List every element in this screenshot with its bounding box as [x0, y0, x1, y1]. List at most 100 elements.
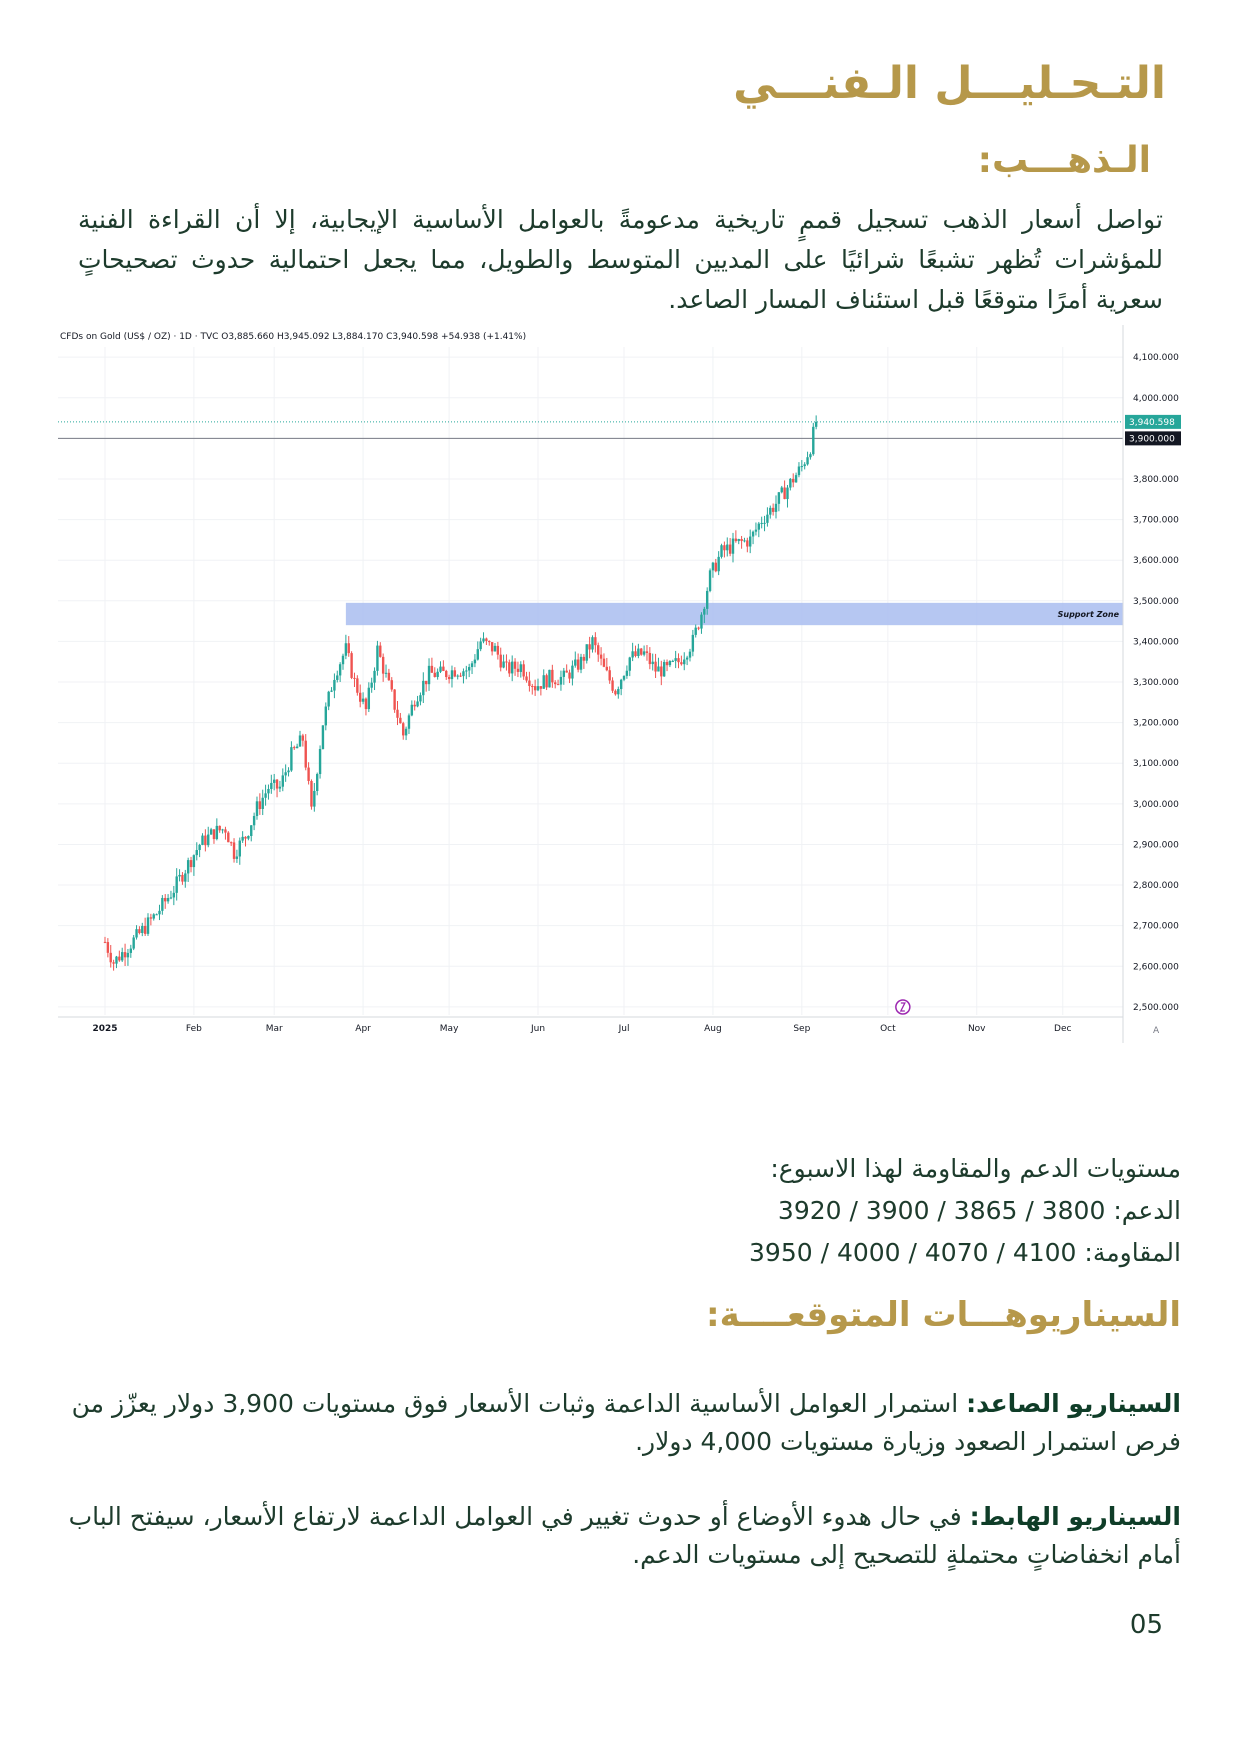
- candle-body: [734, 538, 738, 542]
- candle-body: [548, 669, 551, 688]
- candle-body: [166, 898, 170, 902]
- candle-body: [597, 645, 600, 655]
- candle-body: [324, 706, 328, 726]
- candle-body: [373, 670, 376, 683]
- candle-body: [794, 475, 798, 483]
- candle-body: [800, 466, 804, 468]
- candle-body: [645, 651, 649, 653]
- candle-body: [703, 608, 706, 615]
- candle-body: [743, 540, 746, 542]
- candle-body: [459, 675, 462, 677]
- candle-body: [422, 680, 425, 696]
- candle-body: [370, 682, 373, 688]
- candle-body: [789, 478, 792, 488]
- candle-body: [112, 962, 115, 964]
- candle-body: [488, 640, 491, 643]
- y-tick-label: 3,000.000: [1133, 800, 1179, 810]
- candle-body: [387, 672, 391, 681]
- candle-body: [447, 677, 451, 680]
- candle-body: [419, 695, 422, 702]
- candle-body: [232, 842, 236, 859]
- candle-body: [814, 421, 818, 427]
- candle-body: [619, 679, 623, 690]
- candle-body: [138, 929, 141, 934]
- candle-body: [717, 556, 720, 572]
- candle-body: [384, 672, 388, 674]
- x-tick-label: Apr: [355, 1024, 371, 1034]
- bearish-scenario: السيناريو الهابط: في حال هدوء الأوضاع أو…: [61, 1498, 1181, 1574]
- candle-body: [674, 658, 677, 661]
- candle-body: [731, 538, 735, 554]
- resistance-line: المقاومة: 3950 / 4000 / 4070 / 4100: [61, 1232, 1181, 1274]
- candle-body: [640, 648, 643, 655]
- candle-body: [777, 492, 781, 504]
- candle-body: [591, 637, 594, 650]
- candle-body: [473, 659, 477, 664]
- candle-body: [780, 487, 783, 493]
- candle-body: [737, 539, 740, 542]
- candle-body: [634, 651, 637, 657]
- candle-body: [118, 956, 121, 961]
- candle-body: [754, 529, 758, 532]
- candle-body: [143, 925, 147, 934]
- candle-body: [301, 735, 305, 741]
- candle-body: [404, 728, 408, 736]
- candle-body: [705, 590, 709, 609]
- candle-body: [542, 675, 545, 689]
- bullish-scenario: السيناريو الصاعد: استمرار العوامل الأساس…: [61, 1385, 1181, 1461]
- candle-body: [367, 687, 371, 710]
- candle-body: [599, 654, 603, 659]
- candle-body: [330, 690, 333, 692]
- candle-body: [321, 725, 325, 750]
- candle-body: [359, 692, 362, 702]
- candle-body: [333, 679, 336, 691]
- candle-body: [224, 829, 227, 833]
- candle-body: [413, 704, 416, 707]
- bearish-text: في حال هدوء الأوضاع أو حدوث تغيير في الع…: [68, 1502, 1181, 1569]
- candle-body: [424, 680, 428, 685]
- candle-body: [155, 914, 158, 916]
- y-tick-label: 3,200.000: [1133, 719, 1179, 729]
- candle-body: [103, 941, 107, 943]
- candle-body: [582, 656, 586, 661]
- x-tick-label: Dec: [1054, 1024, 1071, 1034]
- candle-body: [660, 666, 663, 677]
- candle-body: [361, 698, 365, 702]
- candle-body: [247, 835, 250, 839]
- candle-body: [152, 914, 155, 919]
- candle-body: [402, 723, 405, 736]
- candle-body: [123, 952, 127, 958]
- candle-body: [295, 746, 299, 749]
- candle-body: [433, 672, 436, 677]
- candle-body: [749, 536, 752, 547]
- candle-body: [792, 478, 795, 483]
- resistance-label: المقاومة:: [1084, 1238, 1181, 1267]
- candle-body: [399, 717, 402, 724]
- candle-body: [184, 873, 187, 882]
- candle-body: [175, 876, 178, 893]
- candle-body: [726, 544, 729, 551]
- bullish-label: السيناريو الصاعد:: [966, 1389, 1181, 1418]
- candle-body: [594, 637, 597, 646]
- candle-body: [568, 672, 571, 679]
- candle-body: [462, 671, 465, 677]
- candle-body: [241, 836, 244, 841]
- candle-body: [310, 780, 313, 807]
- candle-body: [545, 675, 548, 688]
- chart-axis: 4,100.000 4,000.000 3,900.000 3,800.000 3,70…: [58, 325, 1181, 1043]
- candle-body: [221, 829, 224, 831]
- candle-body: [812, 426, 815, 455]
- candle-body: [774, 503, 778, 512]
- y-tick-label: 2,600.000: [1133, 962, 1179, 972]
- candle-body: [559, 676, 563, 685]
- candle-body: [533, 686, 537, 691]
- candle-body: [218, 825, 221, 831]
- candle-body: [522, 664, 525, 677]
- candle-body: [393, 689, 396, 710]
- page-number: 05: [1129, 1610, 1163, 1640]
- y-tick-label: 3,700.000: [1133, 516, 1179, 526]
- candle-body: [714, 562, 717, 572]
- candle-body: [227, 832, 230, 843]
- candle-body: [585, 644, 588, 661]
- candle-body: [430, 665, 434, 673]
